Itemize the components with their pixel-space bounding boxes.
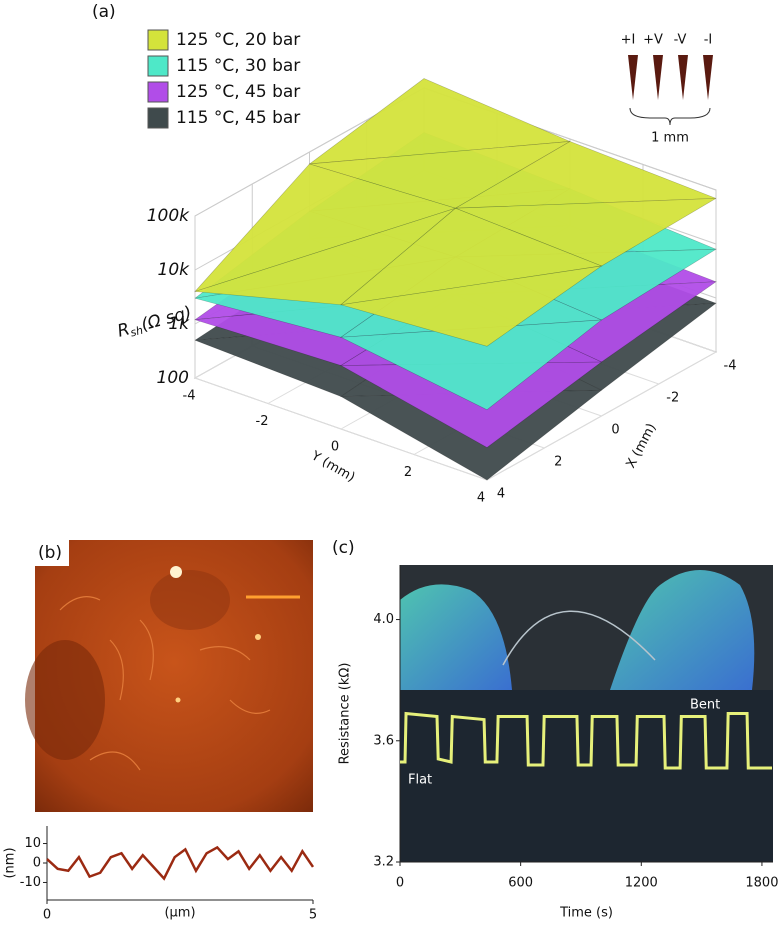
z-tick-label: 10k — [158, 260, 191, 280]
probe-tip — [628, 55, 638, 100]
y-axis-title: (nm) — [3, 847, 18, 878]
y-tick-label: 0 — [331, 440, 339, 455]
panel-label: (b) — [38, 543, 62, 563]
bent-film — [502, 610, 656, 666]
x-tick-label: 600 — [508, 876, 533, 891]
probe-spacing: 1 mm — [651, 131, 689, 146]
legend-label: 115 °C, 45 bar — [176, 108, 300, 128]
photo-background — [400, 565, 773, 862]
probe-label: -I — [704, 33, 713, 48]
data-line — [400, 711, 772, 770]
panel-label-box — [35, 540, 69, 566]
x-tick-label: 5 — [309, 908, 317, 923]
z-tick-label: 100 — [157, 368, 189, 388]
data-line — [46, 845, 315, 881]
z-title-sub: sh — [129, 324, 145, 340]
legend-swatch — [147, 81, 169, 103]
z-tick-label: 1k — [168, 314, 190, 334]
legend-swatch — [147, 29, 169, 51]
x-tick-label: 0 — [396, 876, 404, 891]
x-tick-label: 0 — [43, 908, 51, 923]
probe-label: -V — [674, 33, 687, 48]
probe-diagram: +I +V -V -I 1 mm — [621, 33, 713, 146]
y-tick-label: -4 — [183, 389, 196, 404]
z-title-main: R — [115, 319, 132, 341]
x-tick-label: 1200 — [625, 876, 658, 891]
afm-particle — [255, 634, 261, 640]
annotation: Bent — [690, 698, 720, 713]
y-tick-label: 0 — [33, 856, 41, 871]
legend-label: 125 °C, 20 bar — [176, 30, 300, 50]
y-tick-label: 3.6 — [373, 733, 394, 748]
afm-shadow — [150, 570, 230, 630]
surface-facet — [340, 265, 602, 347]
legend-label: 125 °C, 45 bar — [176, 82, 300, 102]
finger-right — [610, 570, 755, 690]
x-axis-title: (μm) — [164, 906, 195, 921]
afm-particle — [170, 566, 182, 578]
x-tick-label: 2 — [554, 455, 562, 470]
panel-label: (c) — [332, 538, 355, 558]
y-tick-label: 3.2 — [373, 855, 394, 870]
y-tick-label: 4.0 — [373, 612, 394, 627]
surface-facet — [455, 198, 717, 267]
x-tick-label: 1800 — [745, 876, 778, 891]
grid-line — [486, 351, 717, 481]
x-axis-title: X (mm) — [623, 421, 659, 471]
y-tick-label: 4 — [477, 491, 485, 506]
probe-label: +I — [621, 33, 636, 48]
legend-label: 115 °C, 30 bar — [176, 56, 300, 76]
panel-label: (a) — [92, 2, 116, 22]
legend-swatch — [147, 55, 169, 77]
y-tick-label: 2 — [404, 465, 412, 480]
x-tick-label: -4 — [724, 359, 737, 374]
finger-left — [400, 584, 512, 690]
probe-tip — [703, 55, 713, 100]
line-chart: 0 5 -10 0 10 (μm) (nm) — [3, 826, 317, 923]
y-tick-label: 10 — [24, 836, 41, 851]
afm-fiber — [59, 596, 271, 771]
line-chart: 0 600 1200 1800 3.2 3.6 4.0 Time (s) Resistance … — [338, 565, 778, 921]
probe-tip — [678, 55, 688, 100]
afm-particle — [175, 697, 181, 703]
x-tick-label: 4 — [497, 487, 505, 502]
legend-swatch — [147, 107, 169, 129]
x-axis-title: Time (s) — [559, 906, 613, 921]
x-tick-label: 0 — [611, 423, 619, 438]
probe-label: +V — [643, 33, 663, 48]
probe-tip — [653, 55, 663, 100]
afm-shadow — [25, 640, 105, 760]
z-tick-label: 100k — [147, 206, 190, 226]
y-tick-label: -2 — [256, 414, 269, 429]
brace — [629, 107, 711, 126]
afm-image — [25, 540, 313, 812]
y-axis-title: Resistance (kΩ) — [338, 663, 353, 765]
x-tick-label: -2 — [666, 391, 679, 406]
plot-frame — [47, 826, 313, 900]
annotation: Flat — [408, 773, 432, 788]
y-tick-label: -10 — [20, 875, 41, 890]
